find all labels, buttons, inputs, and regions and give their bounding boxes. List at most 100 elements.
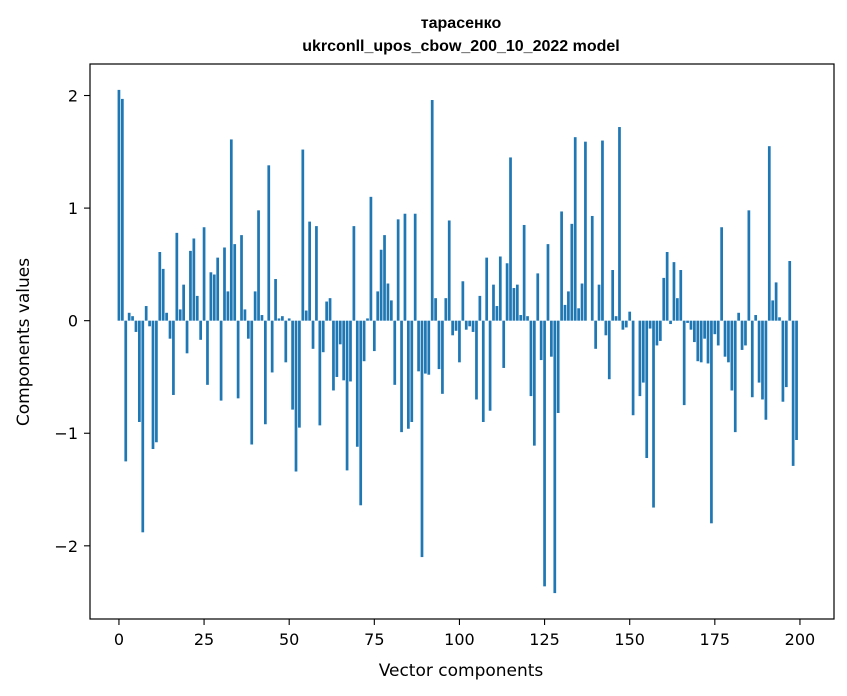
bar-174 [710,320,713,524]
bar-18 [178,309,182,321]
bar-143 [604,320,608,336]
bar-122 [532,320,536,446]
bar-70 [355,320,359,447]
bar-136 [580,283,584,321]
bar-23 [195,295,199,321]
x-tick-label: 175 [700,630,731,649]
y-tick-label: −1 [54,424,78,443]
bar-3 [127,312,131,321]
bar-191 [767,146,771,321]
bar-4 [131,316,134,321]
bar-20 [185,320,189,354]
bar-15 [168,320,172,339]
bar-158 [655,320,659,346]
bar-108 [485,257,489,321]
bar-132 [567,291,570,321]
bar-57 [311,320,315,349]
bar-126 [546,244,550,321]
bar-129 [556,320,560,413]
bar-114 [505,263,509,321]
bar-69 [352,226,356,321]
bar-150 [628,311,632,321]
bar-195 [781,320,785,402]
bar-59 [318,320,322,426]
bar-128 [553,320,557,594]
bar-48 [281,316,284,321]
bars-group [117,89,798,594]
bar-43 [264,320,267,425]
x-tick-label: 150 [614,630,645,649]
bar-166 [682,320,686,406]
bar-97 [447,220,451,321]
bar-62 [328,298,332,321]
bar-44 [267,165,271,321]
bar-76 [376,291,380,321]
bar-113 [502,320,506,368]
bar-19 [182,284,185,321]
bar-29 [216,257,220,321]
bar-110 [492,284,495,321]
bar-52 [294,320,298,472]
bar-17 [175,232,179,321]
bar-35 [236,320,240,399]
bar-172 [703,320,706,339]
bar-67 [345,320,349,471]
bar-177 [720,227,723,321]
bar-118 [519,315,523,321]
bar-170 [696,320,700,362]
bar-146 [614,316,618,321]
bar-13 [161,268,165,321]
x-tick-label: 75 [364,630,384,649]
bar-189 [761,320,764,400]
bar-33 [229,139,233,321]
bar-145 [611,270,615,321]
bar-83 [400,320,403,433]
x-tick-label: 50 [279,630,299,649]
bar-12 [158,252,162,321]
bar-147 [618,127,621,321]
bar-121 [529,320,533,397]
bar-63 [332,320,335,391]
bar-117 [515,284,519,321]
bar-11 [155,320,158,443]
x-axis-label: Vector components [379,661,544,681]
bar-61 [325,301,329,321]
bar-38 [246,320,250,339]
bar-102 [464,320,468,330]
bar-104 [471,320,475,332]
bar-65 [338,320,342,345]
bar-192 [771,300,775,321]
bar-198 [791,320,795,466]
bar-123 [536,273,540,321]
bar-162 [669,320,672,325]
bar-185 [747,210,751,321]
bar-39 [250,320,254,445]
bar-66 [342,320,346,381]
bar-164 [676,298,679,321]
bar-149 [624,320,628,328]
bar-180 [730,320,734,391]
bar-197 [788,261,792,321]
chart-title: тарасенко [421,15,502,32]
bar-153 [638,320,642,397]
bar-7 [141,320,145,533]
bar-127 [550,320,553,357]
bar-135 [577,308,580,321]
bar-58 [315,226,318,321]
bar-131 [563,304,567,321]
x-tick-label: 100 [444,630,475,649]
x-tick-label: 125 [529,630,560,649]
bar-119 [522,224,526,321]
bar-156 [648,320,652,329]
bar-27 [209,272,213,321]
bar-124 [539,320,543,361]
y-tick-label: −2 [54,537,78,556]
bar-42 [260,315,264,321]
bar-99 [454,320,458,331]
bar-106 [478,295,482,321]
bar-92 [430,100,434,321]
bar-142 [601,140,604,321]
bar-186 [750,320,754,398]
bar-155 [645,320,649,459]
